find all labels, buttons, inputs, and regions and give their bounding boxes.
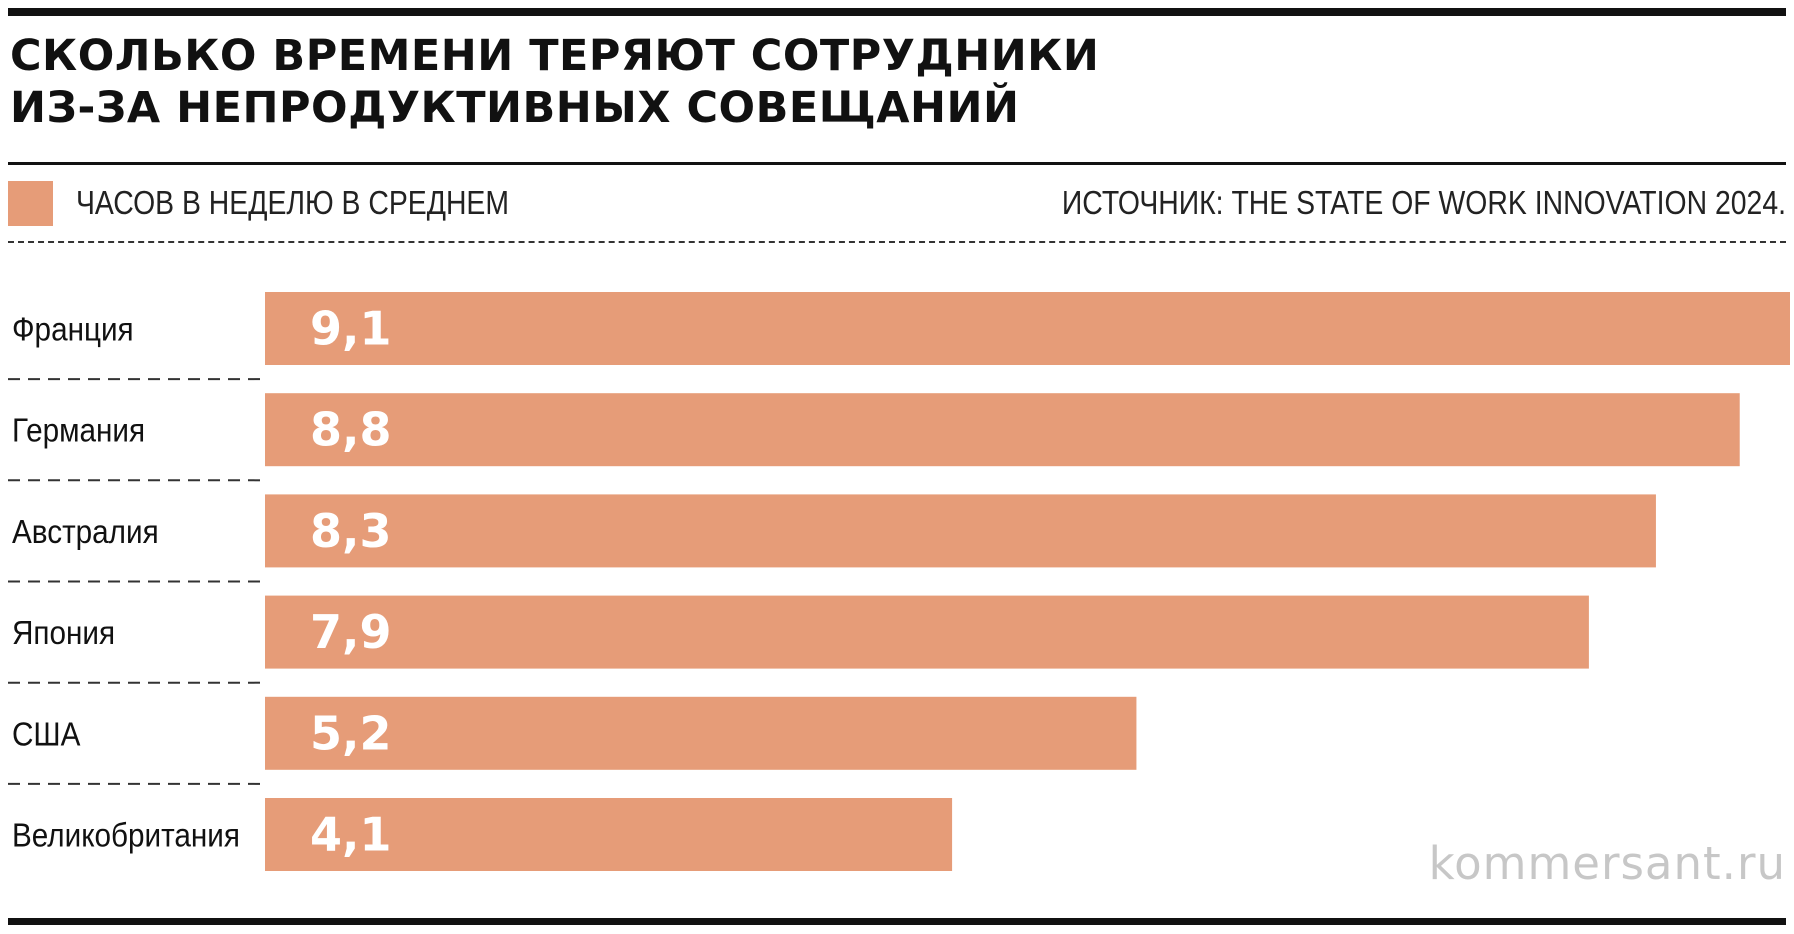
category-label-5: США	[12, 716, 81, 753]
title-line-2: из-за непродуктивных совещаний	[10, 83, 1020, 133]
category-label-6: Великобритания	[12, 817, 240, 854]
bar-value-label-6: 4,1	[310, 808, 392, 862]
bar-2	[265, 393, 1740, 467]
bar-1	[265, 292, 1790, 365]
bottom-rule	[8, 918, 1786, 925]
legend-label: ЧАСОВ В НЕДЕЛЮ В СРЕДНЕМ	[76, 184, 510, 221]
bar-value-label-1: 9,1	[310, 302, 392, 356]
category-label-1: Франция	[12, 311, 134, 348]
legend-swatch	[8, 181, 53, 226]
bar-value-label-4: 7,9	[310, 605, 392, 659]
bar-value-label-2: 8,8	[310, 403, 392, 457]
bar-4	[265, 595, 1589, 669]
category-label-3: Австралия	[12, 513, 159, 550]
title-line-1: Сколько времени теряют сотрудники	[10, 31, 1100, 81]
category-label-4: Япония	[12, 615, 115, 652]
category-label-2: Германия	[12, 412, 145, 449]
page-title: Сколько времени теряют сотрудники из-за …	[10, 30, 1110, 134]
bar-3	[265, 494, 1656, 568]
top-rule	[8, 8, 1786, 16]
source-note: ИСТОЧНИК: THE STATE OF WORK INNOVATION 2…	[1061, 184, 1786, 221]
bar-6	[265, 798, 953, 871]
header-rule	[8, 162, 1786, 165]
legend-divider	[8, 241, 1786, 243]
watermark: kommersant.ru	[1428, 837, 1786, 890]
bar-5	[265, 696, 1137, 770]
bar-value-label-5: 5,2	[310, 706, 392, 760]
bar-value-label-3: 8,3	[310, 504, 392, 558]
